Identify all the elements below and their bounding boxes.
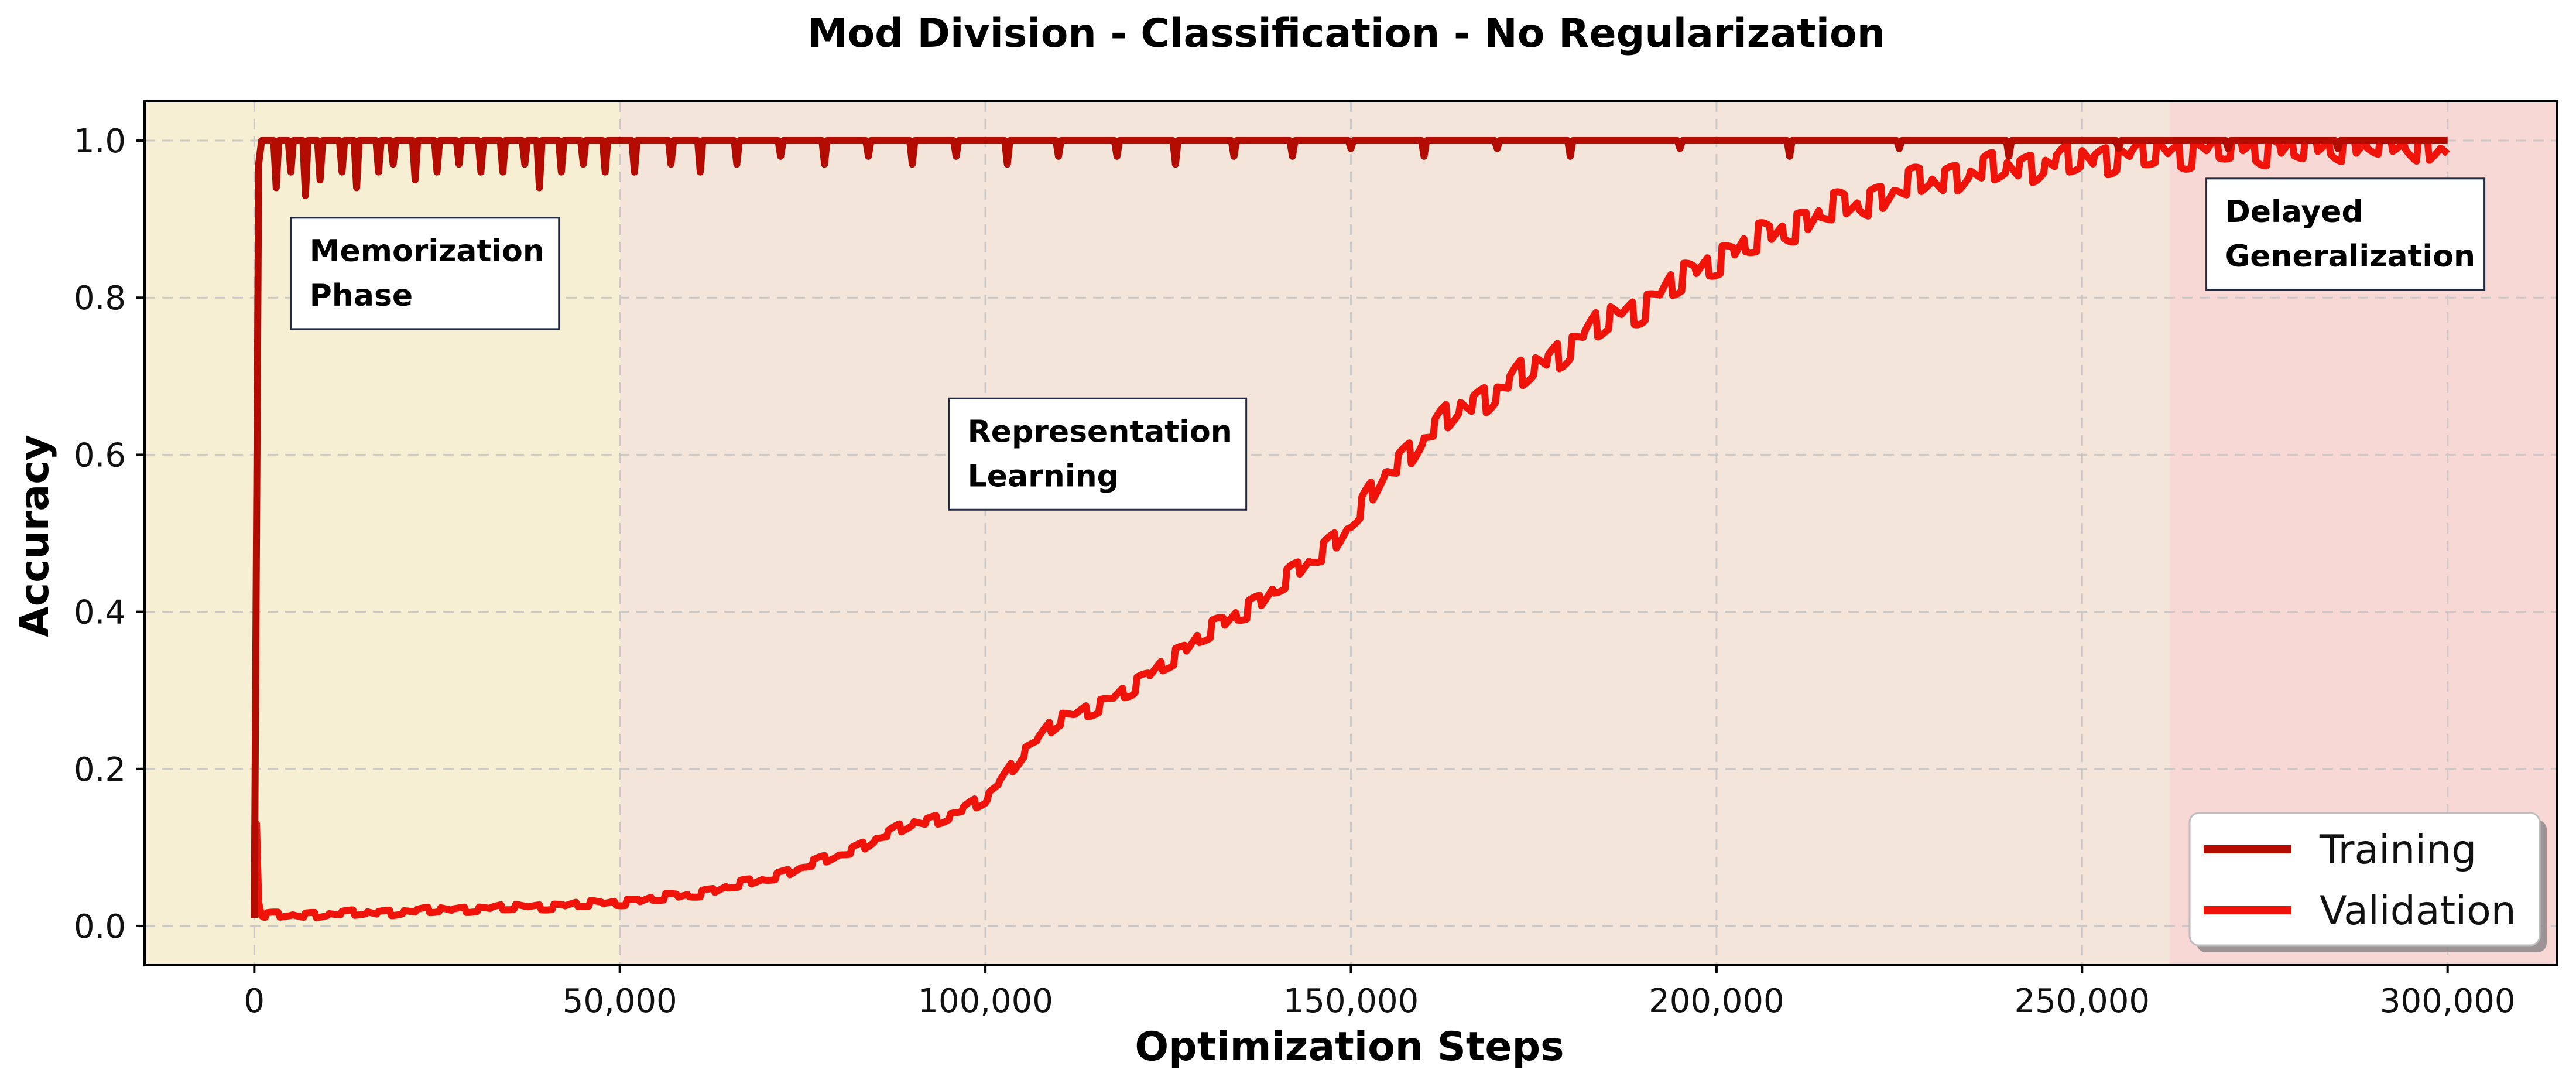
validation-line [251, 137, 2450, 921]
x-axis-label: Optimization Steps [1135, 1024, 1564, 1070]
annotation-text: Memorization [310, 234, 544, 269]
x-tick-label-6: 300,000 [2380, 982, 2516, 1020]
x-tick-label-1: 50,000 [563, 982, 677, 1020]
annotation-box [948, 397, 1248, 511]
y-axis-label: Accuracy [12, 435, 58, 637]
x-tick-label-3: 150,000 [1283, 982, 1419, 1020]
y-tick-label-0: 0.0 [74, 908, 126, 946]
training-line [251, 137, 2448, 918]
x-tick-label-0: 0 [244, 982, 265, 1020]
y-tick-label-5: 1.0 [74, 122, 126, 160]
x-tick-label-5: 250,000 [2014, 982, 2150, 1020]
annotation-1: Memorization Phase [290, 217, 560, 330]
annotation-2: Representation Learning [948, 397, 1248, 511]
y-tick-label-1: 0.2 [74, 751, 126, 789]
annotation-3: Delayed Generalization [2205, 177, 2486, 291]
x-tick-label-4: 200,000 [1649, 982, 1784, 1020]
y-tick-label-2: 0.4 [74, 594, 126, 632]
annotation-box [290, 217, 560, 330]
legend-label-validation: Validation [2320, 888, 2516, 934]
legend-label-training: Training [2319, 827, 2476, 873]
x-tick-label-2: 100,000 [917, 982, 1053, 1020]
annotation-text: Representation [968, 414, 1232, 449]
chart-title: Mod Division - Classification - No Regul… [808, 11, 1885, 57]
phase-band-2 [619, 101, 2170, 965]
annotation-text: Generalization [2225, 239, 2475, 274]
legend: Training Validation [2188, 812, 2547, 952]
annotation-text: Learning [968, 459, 1119, 494]
y-tick-label-4: 0.8 [74, 279, 126, 317]
y-tick-label-3: 0.6 [74, 436, 126, 474]
annotation-text: Delayed [2225, 194, 2363, 230]
annotation-text: Phase [310, 278, 413, 313]
annotation-box [2205, 177, 2486, 291]
